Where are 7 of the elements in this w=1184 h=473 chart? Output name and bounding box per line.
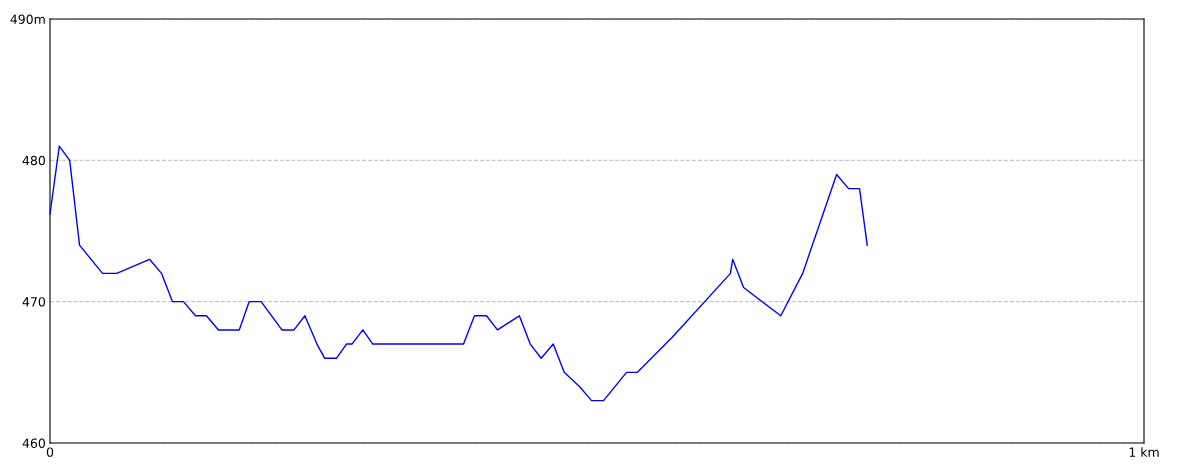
y-tick-label: 490m	[10, 14, 45, 24]
y-tick-label: 460	[22, 438, 45, 448]
y-tick-label: 470	[22, 297, 45, 307]
y-tick-label: 480	[22, 155, 45, 166]
x-tick-label: 1 km	[1129, 447, 1159, 457]
line-series	[49, 145, 868, 402]
x-tick-label: 0	[46, 447, 54, 457]
